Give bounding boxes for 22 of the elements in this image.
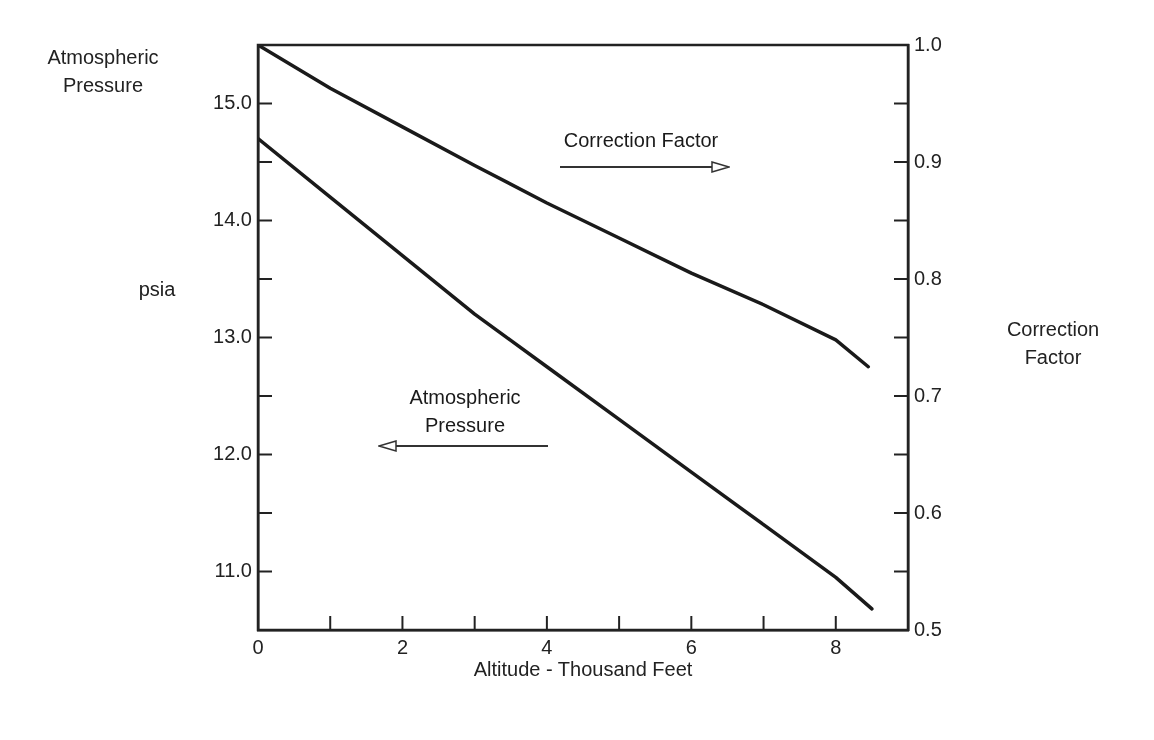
series-label: Atmospheric Pressure [409,385,521,436]
x-tick-label: 6 [685,635,697,658]
y-tick-label: 13.0 [213,325,252,348]
x-axis-title: Altitude - Thousand Feet [473,657,693,680]
y2-tick-label: 0.8 [914,266,942,289]
y2-tick-label: 1.0 [914,32,942,55]
y-tick-label: 11.0 [214,559,252,582]
y-tick-label: 14.0 [213,208,252,231]
x-tick-label: 0 [252,635,264,658]
y-tick-label: 12.0 [213,442,252,465]
y2-tick-label: 0.9 [914,149,942,172]
y2-tick-label: 0.7 [914,383,942,406]
x-tick-label: 8 [830,635,842,658]
y2-tick-label: 0.6 [914,500,942,523]
y-axis-title: Atmospheric Pressure [47,45,159,96]
x-tick-label: 4 [541,635,553,658]
y2-axis-title: Correction Factor [1006,317,1100,368]
text: psia [138,277,177,300]
text: Correction Factor [563,128,719,151]
y-tick-label: 15.0 [213,91,252,114]
y2-tick-label: 0.5 [914,617,942,640]
x-tick-label: 2 [396,635,409,658]
